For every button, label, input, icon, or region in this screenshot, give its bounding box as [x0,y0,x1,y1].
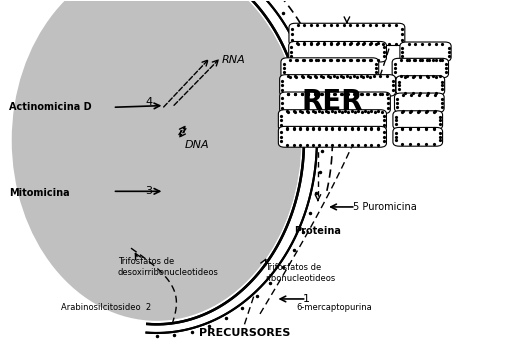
Text: DNA: DNA [185,140,210,150]
FancyBboxPatch shape [289,42,386,62]
FancyBboxPatch shape [393,127,443,146]
Text: RER: RER [302,88,363,116]
Text: PRECURSORES: PRECURSORES [199,328,290,338]
Text: 1: 1 [303,294,310,304]
FancyBboxPatch shape [281,58,379,78]
Text: Proteina: Proteina [294,226,341,236]
Text: 6-mercaptopurina: 6-mercaptopurina [296,303,372,312]
FancyBboxPatch shape [278,126,386,147]
Text: Arabinosilcitosideo  2: Arabinosilcitosideo 2 [61,303,151,312]
Text: RNA: RNA [221,55,245,65]
Text: 4: 4 [145,97,152,107]
FancyBboxPatch shape [289,23,405,46]
FancyBboxPatch shape [395,93,444,112]
Text: 5 Puromicina: 5 Puromicina [353,202,417,212]
Text: Trifosfatos de
desoxirribonucleotideos: Trifosfatos de desoxirribonucleotideos [118,257,218,277]
FancyBboxPatch shape [280,75,396,96]
Ellipse shape [12,0,302,321]
Text: Mitomicina: Mitomicina [9,188,70,198]
Text: Actinomicina D: Actinomicina D [9,102,92,112]
FancyBboxPatch shape [278,110,386,131]
Text: Trifosfatos de
ribonucleotideos: Trifosfatos de ribonucleotideos [265,263,335,282]
Polygon shape [147,0,316,332]
FancyBboxPatch shape [393,111,443,130]
FancyBboxPatch shape [396,76,445,95]
Text: 3: 3 [145,186,152,196]
FancyBboxPatch shape [280,92,391,113]
FancyBboxPatch shape [400,42,451,62]
FancyBboxPatch shape [392,58,449,78]
